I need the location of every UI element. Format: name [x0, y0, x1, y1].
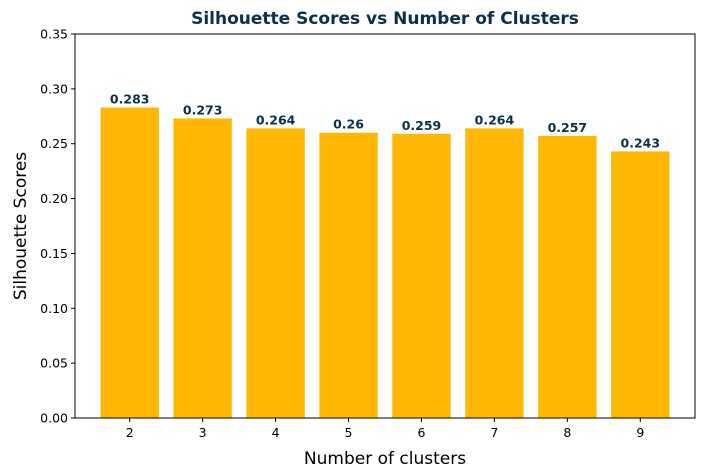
bar-4 — [246, 128, 305, 418]
data-label-3: 0.273 — [183, 102, 223, 117]
x-tick-label: 2 — [126, 425, 134, 440]
y-tick-label: 0.15 — [40, 246, 68, 261]
plot-frame — [74, 33, 696, 419]
x-tick-label: 4 — [272, 425, 280, 440]
data-label-9: 0.243 — [621, 135, 661, 150]
x-tick-label: 3 — [199, 425, 207, 440]
bar-7 — [465, 128, 524, 418]
x-tick-label: 8 — [563, 425, 571, 440]
data-label-7: 0.264 — [475, 112, 515, 127]
x-tick-label: 5 — [345, 425, 353, 440]
y-tick-label: 0.35 — [40, 27, 68, 42]
bar-9 — [611, 151, 670, 418]
x-tick-label: 9 — [636, 425, 644, 440]
data-label-8: 0.257 — [548, 120, 588, 135]
bar-3 — [173, 118, 232, 418]
y-tick-label: 0.25 — [40, 136, 68, 151]
bar-2 — [100, 107, 159, 418]
chart-title: Silhouette Scores vs Number of Clusters — [191, 9, 579, 29]
y-tick-label: 0.30 — [40, 81, 68, 96]
x-axis-label: Number of clusters — [304, 449, 466, 469]
y-tick-label: 0.10 — [40, 301, 68, 316]
y-axis-label: Silhouette Scores — [11, 152, 31, 300]
data-label-2: 0.283 — [110, 92, 150, 107]
y-tick-label: 0.05 — [40, 356, 68, 371]
y-tick-label: 0.00 — [40, 411, 68, 426]
bar-6 — [392, 133, 451, 418]
x-tick-label: 6 — [417, 425, 425, 440]
data-label-4: 0.264 — [256, 112, 296, 127]
bar-5 — [319, 132, 378, 419]
y-tick-label: 0.20 — [40, 191, 68, 206]
data-label-5: 0.26 — [333, 117, 364, 132]
x-tick-label: 7 — [490, 425, 498, 440]
bar-8 — [538, 136, 597, 418]
data-label-6: 0.259 — [402, 118, 442, 133]
